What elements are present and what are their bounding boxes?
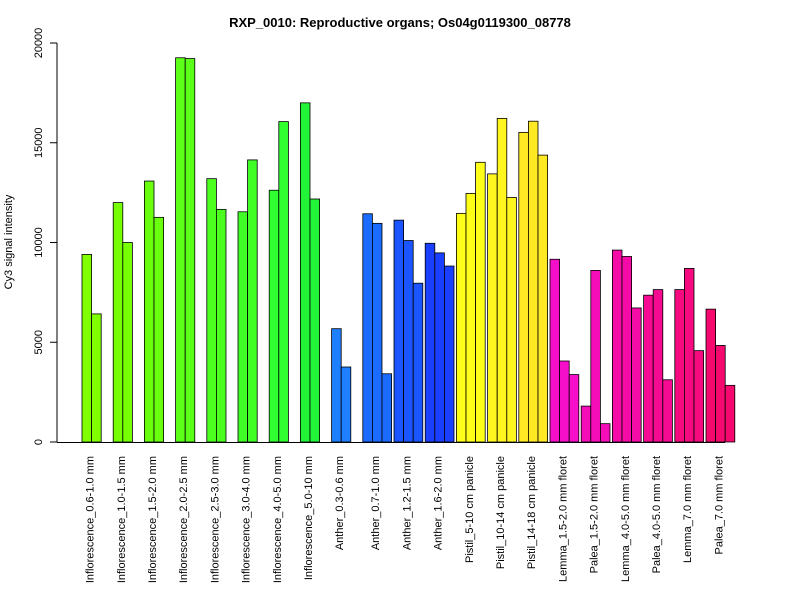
x-tick-label: Anther_0.3-0.6 mm <box>334 456 346 550</box>
y-tick-label: 5000 <box>33 330 45 354</box>
bar <box>371 222 383 443</box>
bar <box>518 131 529 443</box>
x-tick-label: Inflorescence_0.6-1.0 mm <box>85 456 97 583</box>
x-tick-labels: Inflorescence_0.6-1.0 mm Inflorescence_1.… <box>85 456 726 583</box>
y-axis-label: Cy3 signal intensity <box>3 194 15 289</box>
bar <box>506 197 517 443</box>
bar <box>403 240 414 443</box>
bar <box>590 270 601 443</box>
bar <box>715 345 726 443</box>
bar <box>81 254 93 443</box>
bars <box>81 57 736 443</box>
bar <box>631 307 642 443</box>
x-tick-label: Lemma_7.0 mm floret <box>682 456 694 563</box>
chart-title: RXP_0010: Reproductive organs; Os04g0119… <box>229 15 571 30</box>
y-axis: 0 5000 10000 15000 20000 <box>33 28 58 445</box>
bar <box>662 379 673 443</box>
bar <box>122 242 133 443</box>
x-tick-label: Pistil_5-10 cm panicle <box>464 456 476 563</box>
y-tick-label: 20000 <box>33 28 45 59</box>
bar <box>237 211 249 443</box>
x-tick-label: Inflorescence_1.0-1.5 mm <box>116 456 128 583</box>
bar <box>455 212 467 443</box>
bar <box>434 252 445 443</box>
y-tick-label: 0 <box>33 439 45 445</box>
x-tick-label: Inflorescence_3.0-4.0 mm <box>241 456 253 583</box>
x-tick-label: Palea_1.5-2.0 mm floret <box>589 456 601 573</box>
bar <box>153 216 165 443</box>
bar <box>580 405 592 443</box>
bar <box>652 289 664 443</box>
bar <box>268 189 280 443</box>
bar <box>487 173 498 443</box>
bar <box>443 265 455 443</box>
x-tick-label: Anther_1.6-2.0 mm <box>433 456 445 550</box>
bar <box>143 180 155 443</box>
bar <box>643 294 654 443</box>
x-tick-label: Anther_1.2-1.5 mm <box>401 456 413 550</box>
bar <box>424 242 436 443</box>
bar <box>299 102 311 443</box>
bar <box>528 120 539 443</box>
bar <box>206 178 217 443</box>
bar <box>247 159 258 443</box>
x-tick-label: Pistil_14-18 cm panicle <box>526 456 538 569</box>
bar <box>112 202 124 443</box>
x-tick-label: Palea_7.0 mm floret <box>713 456 725 554</box>
bar <box>496 118 508 443</box>
x-tick-label: Palea_4.0-5.0 mm floret <box>651 456 663 573</box>
x-tick-label: Anther_0.7-1.0 mm <box>370 456 382 550</box>
bar <box>621 256 633 443</box>
bar <box>559 360 570 443</box>
bar <box>705 308 717 443</box>
bar <box>724 384 736 443</box>
bar <box>412 282 424 443</box>
x-tick-label: Lemma_1.5-2.0 mm floret <box>557 456 569 582</box>
bar <box>537 154 549 443</box>
bar <box>278 121 289 443</box>
x-tick-label: Inflorescence_4.0-5.0 mm <box>272 456 284 583</box>
x-tick-label: Inflorescence_2.5-3.0 mm <box>209 456 221 583</box>
bar <box>612 249 623 443</box>
x-tick-label: Lemma_4.0-5.0 mm floret <box>620 456 632 582</box>
y-tick-label: 15000 <box>33 127 45 158</box>
x-tick-label: Inflorescence_1.5-2.0 mm <box>147 456 159 583</box>
bar <box>215 208 227 443</box>
x-tick-label: Inflorescence_2.0-2.5 mm <box>178 456 190 583</box>
bar <box>549 258 561 443</box>
bar <box>362 213 373 443</box>
bar <box>465 193 477 443</box>
bar <box>475 161 486 443</box>
bar <box>331 328 342 443</box>
x-tick-label: Pistil_10-14 cm panicle <box>495 456 507 569</box>
bar <box>309 198 321 443</box>
x-tick-label: Inflorescence_5.0-10 mm <box>303 456 315 580</box>
bar <box>175 57 186 443</box>
bar <box>600 423 611 443</box>
bar <box>91 313 102 443</box>
bar <box>684 268 695 443</box>
bar <box>568 374 580 443</box>
bar <box>693 350 705 443</box>
bar <box>184 58 196 443</box>
bar <box>393 219 405 443</box>
y-tick-label: 10000 <box>33 227 45 258</box>
bar <box>381 373 393 443</box>
bar <box>340 366 352 443</box>
bar <box>674 289 685 443</box>
